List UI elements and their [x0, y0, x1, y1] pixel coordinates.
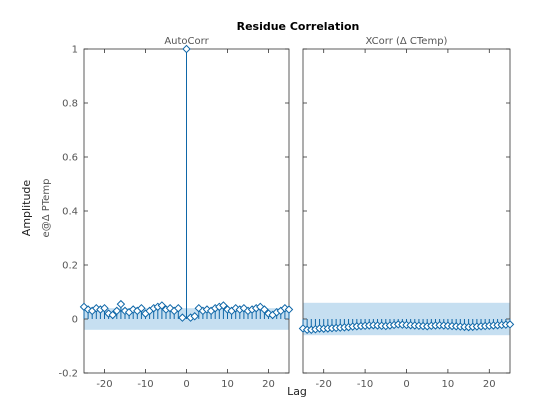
autocorr-y-tick-label: 0.8: [62, 99, 78, 110]
autocorr-point: [116, 299, 126, 309]
xcorr-point: [505, 320, 515, 329]
y-axis-sublabel: e@Δ PTemp: [41, 179, 52, 238]
autocorr-point: [174, 303, 183, 313]
autocorr-point: [108, 310, 117, 320]
autocorr-point: [190, 312, 199, 321]
xcorr-x-tick-label: -10: [357, 379, 373, 390]
autocorr-title: AutoCorr: [164, 36, 209, 47]
x-axis-label: Lag: [287, 385, 307, 398]
autocorr-y-tick-label: 0: [72, 315, 78, 326]
xcorr-x-tick-label: 20: [483, 379, 496, 390]
autocorr-point: [157, 301, 167, 310]
autocorr-point: [100, 303, 109, 313]
autocorr-y-tick-label: 1: [72, 45, 78, 56]
autocorr-x-tick-label: -10: [137, 379, 153, 390]
autocorr-y-tick-label: 0.6: [62, 153, 78, 164]
autocorr-point: [260, 305, 269, 314]
autocorr-point: [219, 301, 228, 310]
autocorr-axes: AutoCorr -20 -10 0 10 20 -0.2 0 0.2 0.4 0.6 0.8 1: [58, 36, 294, 390]
autocorr-x-tick-label: 10: [221, 379, 234, 390]
autocorr-point: [284, 305, 294, 314]
xcorr-axes: XCorr (Δ CTemp) -20 -10 0 10 20: [298, 36, 515, 390]
autocorr-y-tick-label: -0.2: [58, 369, 78, 380]
autocorr-x-tick-label: 0: [183, 379, 189, 390]
autocorr-point: [112, 306, 122, 316]
autocorr-x-tick-label: 20: [262, 379, 275, 390]
figure-title: Residue Correlation: [237, 20, 360, 33]
autocorr-x-tick-label: -20: [96, 379, 112, 390]
xcorr-title: XCorr (Δ CTemp): [366, 36, 448, 47]
autocorr-y-tick-label: 0.2: [62, 261, 78, 272]
autocorr-point: [137, 303, 146, 313]
xcorr-x-tick-label: 10: [442, 379, 455, 390]
xcorr-x-tick-label: 0: [403, 379, 409, 390]
xcorr-x-tick-label: -20: [316, 379, 332, 390]
autocorr-point: [182, 44, 191, 54]
autocorr-y-tick-label: 0.4: [62, 207, 78, 218]
y-axis-label: Amplitude: [20, 180, 33, 237]
autocorr-point: [178, 313, 187, 322]
